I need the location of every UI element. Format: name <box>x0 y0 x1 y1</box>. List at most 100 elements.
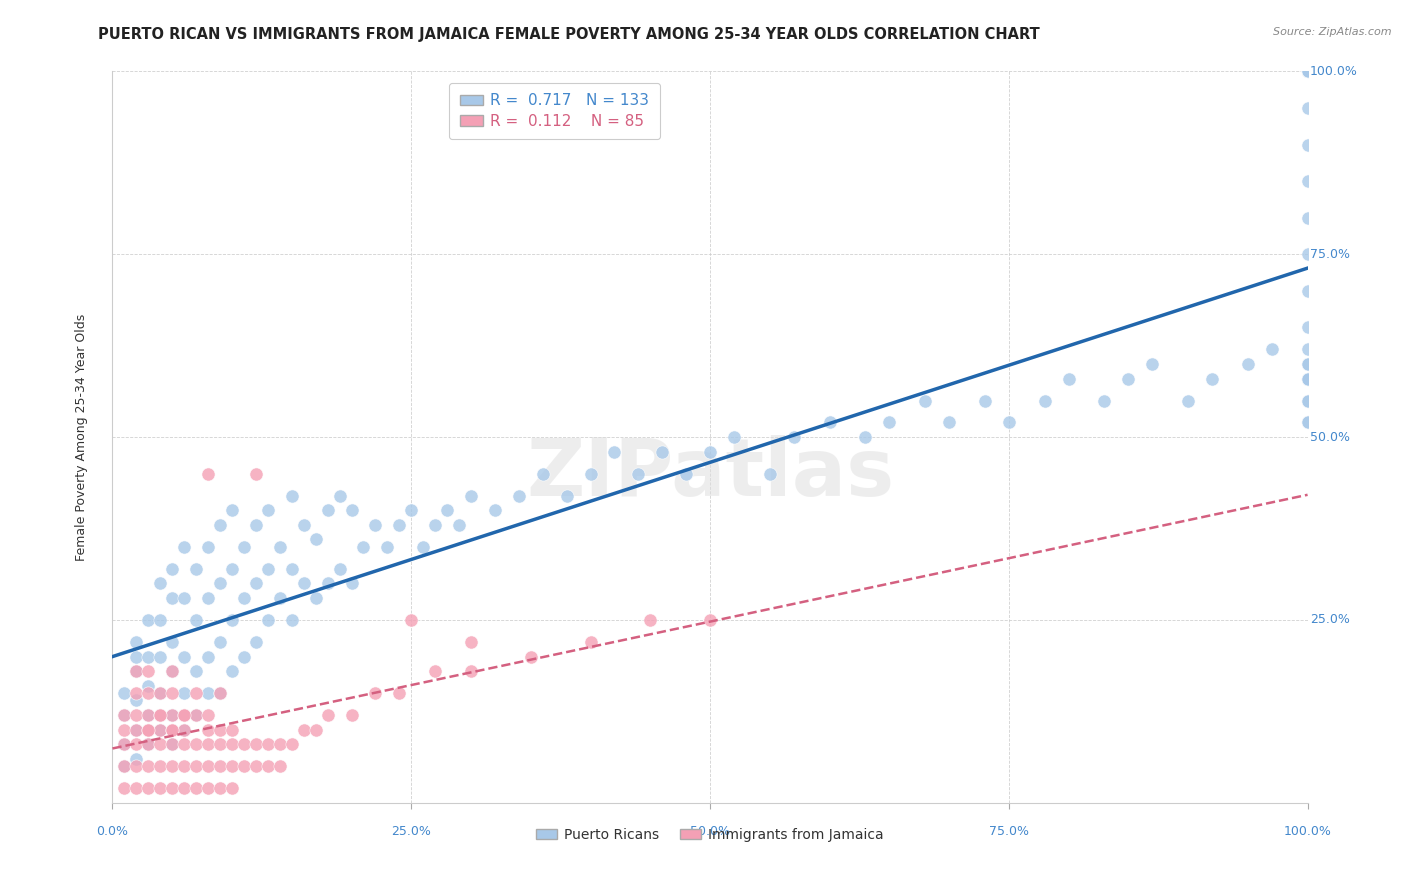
Point <box>138 649 160 664</box>
Point <box>209 517 232 532</box>
Point <box>269 737 291 751</box>
Point <box>305 591 328 605</box>
Point <box>162 708 183 723</box>
Point <box>114 759 135 773</box>
Text: 50.0%: 50.0% <box>690 825 730 838</box>
Point <box>221 759 243 773</box>
Point <box>377 540 399 554</box>
Point <box>305 723 328 737</box>
Point <box>186 759 208 773</box>
Point <box>1296 371 1319 385</box>
Point <box>1237 357 1260 371</box>
Point <box>1296 64 1319 78</box>
Point <box>914 393 936 408</box>
Point <box>221 664 243 678</box>
Point <box>138 781 160 796</box>
Point <box>269 540 291 554</box>
Point <box>149 723 172 737</box>
Point <box>233 591 256 605</box>
Point <box>699 613 721 627</box>
Point <box>173 649 195 664</box>
Point <box>162 723 183 737</box>
Point <box>1296 371 1319 385</box>
Point <box>257 737 280 751</box>
Point <box>138 737 160 751</box>
Point <box>401 503 423 517</box>
Point <box>245 737 267 751</box>
Point <box>173 723 195 737</box>
Point <box>579 467 602 481</box>
Point <box>125 723 148 737</box>
Point <box>125 693 148 707</box>
Point <box>316 576 339 591</box>
Point <box>197 591 219 605</box>
Point <box>1296 343 1319 357</box>
Point <box>149 613 172 627</box>
Point <box>197 723 219 737</box>
Point <box>388 517 411 532</box>
Point <box>1296 357 1319 371</box>
Y-axis label: Female Poverty Among 25-34 Year Olds: Female Poverty Among 25-34 Year Olds <box>75 313 89 561</box>
Point <box>292 517 315 532</box>
Point <box>316 503 339 517</box>
Point <box>138 664 160 678</box>
Point <box>138 686 160 700</box>
Point <box>245 467 267 481</box>
Point <box>1296 416 1319 430</box>
Point <box>186 613 208 627</box>
Point <box>125 708 148 723</box>
Point <box>221 723 243 737</box>
Point <box>114 708 135 723</box>
Text: 75.0%: 75.0% <box>1310 248 1350 260</box>
Point <box>1201 371 1223 385</box>
Point <box>1296 284 1319 298</box>
Point <box>114 708 135 723</box>
Point <box>1296 393 1319 408</box>
Point <box>1296 393 1319 408</box>
Point <box>162 664 183 678</box>
Point <box>425 517 447 532</box>
Point <box>125 723 148 737</box>
Point <box>197 737 219 751</box>
Point <box>1296 371 1319 385</box>
Point <box>627 467 650 481</box>
Text: Source: ZipAtlas.com: Source: ZipAtlas.com <box>1274 27 1392 37</box>
Point <box>245 576 267 591</box>
Point <box>329 562 352 576</box>
Point <box>114 781 135 796</box>
Point <box>1296 64 1319 78</box>
Text: 25.0%: 25.0% <box>391 825 432 838</box>
Point <box>425 664 447 678</box>
Point <box>460 635 482 649</box>
Point <box>1142 357 1164 371</box>
Point <box>447 517 470 532</box>
Point <box>114 723 135 737</box>
Point <box>162 562 183 576</box>
Point <box>149 686 172 700</box>
Point <box>173 759 195 773</box>
Point <box>186 562 208 576</box>
Point <box>269 591 291 605</box>
Point <box>125 752 148 766</box>
Point <box>114 737 135 751</box>
Point <box>125 781 148 796</box>
Text: ZIPatlas: ZIPatlas <box>526 434 894 513</box>
Text: 50.0%: 50.0% <box>1310 431 1350 443</box>
Point <box>651 444 673 458</box>
Point <box>138 613 160 627</box>
Point <box>1296 64 1319 78</box>
Point <box>138 679 160 693</box>
Point <box>138 708 160 723</box>
Point <box>316 708 339 723</box>
Point <box>292 723 315 737</box>
Point <box>640 613 662 627</box>
Point <box>292 576 315 591</box>
Point <box>879 416 901 430</box>
Point <box>138 723 160 737</box>
Point <box>173 540 195 554</box>
Point <box>162 737 183 751</box>
Point <box>364 517 387 532</box>
Point <box>1296 357 1319 371</box>
Point <box>173 708 195 723</box>
Point <box>209 737 232 751</box>
